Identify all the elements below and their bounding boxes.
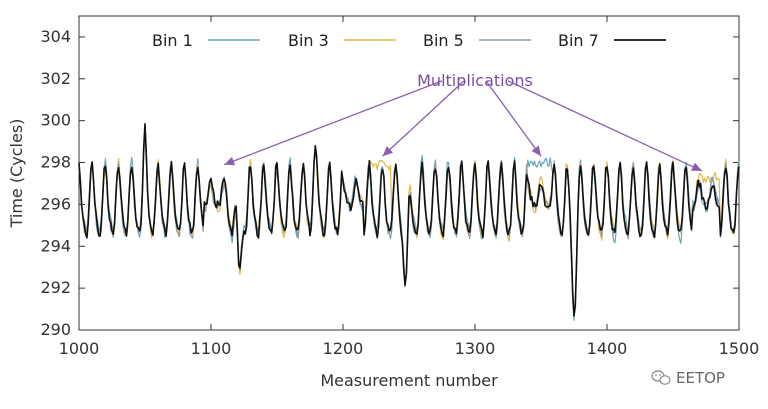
annotation-arrowhead: [224, 156, 236, 166]
y-tick-label: 298: [40, 153, 71, 172]
y-tick-label: 302: [40, 69, 71, 88]
watermark: EETOP: [651, 369, 725, 387]
legend-label: Bin 3: [288, 31, 329, 50]
y-tick-label: 296: [40, 194, 71, 213]
y-axis: 290 292 294 296 298 300 302 304: [40, 27, 739, 339]
legend-label: Bin 5: [423, 31, 464, 50]
x-axis-label: Measurement number: [320, 371, 498, 390]
plot-border: [78, 15, 740, 331]
annotation-arrow: [485, 80, 542, 157]
y-tick-label: 290: [40, 320, 71, 339]
x-tick-label: 1100: [191, 339, 232, 358]
annotation: Multiplications: [223, 71, 703, 172]
watermark-text: EETOP: [676, 369, 725, 387]
y-tick-label: 292: [40, 278, 71, 297]
y-tick-label: 300: [40, 111, 71, 130]
annotation-arrow: [507, 80, 703, 172]
annotation-arrow: [382, 80, 465, 157]
y-tick-label: 304: [40, 27, 71, 46]
wechat-icon: [651, 370, 671, 385]
x-tick-label: 1000: [59, 339, 100, 358]
series-line-bin-7: [78, 123, 740, 317]
annotation-arrowhead: [531, 145, 541, 157]
x-tick-label: 1500: [719, 339, 760, 358]
x-tick-label: 1400: [587, 339, 628, 358]
annotation-text: Multiplications: [417, 71, 533, 90]
x-axis: 1000 1100 1200 1300 1400 1500: [59, 16, 760, 358]
x-tick-label: 1300: [455, 339, 496, 358]
y-axis-label: Time (Cycles): [7, 119, 26, 229]
legend-label: Bin 7: [558, 31, 599, 50]
chart-frame: [78, 15, 740, 331]
y-tick-label: 294: [40, 236, 71, 255]
annotation-arrowhead: [382, 146, 393, 157]
x-tick-label: 1200: [323, 339, 364, 358]
annotation-arrowhead: [691, 162, 703, 171]
annotation-arrow: [223, 80, 443, 166]
series-layer: [78, 122, 740, 321]
legend-label: Bin 1: [152, 31, 193, 50]
legend: Bin 1 Bin 3 Bin 5 Bin 7: [152, 31, 666, 50]
